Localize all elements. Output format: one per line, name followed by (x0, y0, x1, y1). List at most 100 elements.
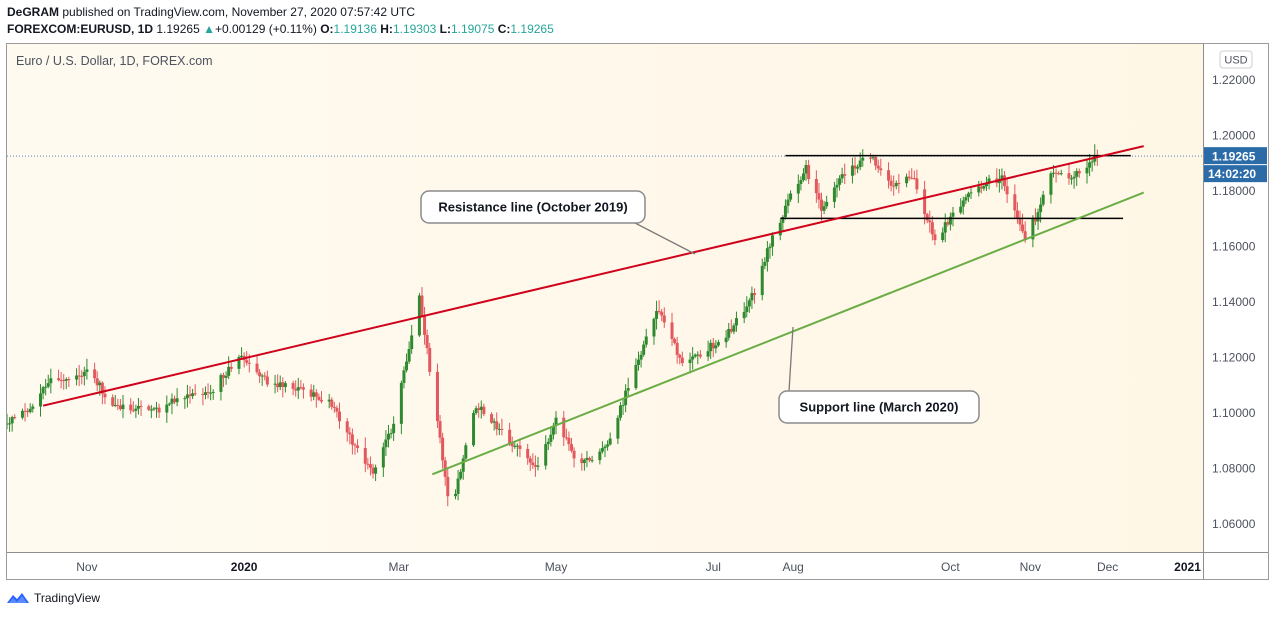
x-tick-label: Mar (388, 560, 409, 574)
candle-body (363, 447, 367, 464)
candle-body (402, 370, 406, 383)
candle-body (386, 433, 390, 440)
candle-body (278, 382, 282, 388)
candle-body (1077, 171, 1081, 174)
candle-body (405, 361, 409, 371)
candle-body (438, 421, 442, 438)
candle-body (495, 421, 499, 430)
candle-body (258, 372, 262, 377)
candle-body (858, 160, 862, 168)
candle-body (799, 180, 803, 184)
candle-body (616, 417, 620, 439)
candle-body (673, 338, 677, 343)
candle-body (1021, 224, 1025, 232)
candle-body (464, 445, 468, 459)
candle-body (951, 212, 955, 217)
candle-body (134, 408, 138, 411)
candle-body (1039, 204, 1043, 213)
candle-body (603, 446, 607, 449)
candle-body (691, 356, 695, 360)
candle-body (113, 404, 117, 406)
candle-body (876, 165, 880, 169)
price-chart[interactable]: Euro / U.S. Dollar, 1D, FOREX.com USD 1.22… (7, 44, 1268, 579)
candle-body (366, 463, 370, 465)
candle-body (188, 394, 192, 397)
candle-body (796, 183, 800, 194)
x-tick-label: Nov (76, 560, 97, 574)
candle-body (312, 392, 316, 397)
candle-body (696, 354, 700, 356)
candle-body (887, 170, 891, 181)
candle-body (600, 448, 604, 452)
candle-body (283, 383, 287, 388)
candle-body (910, 177, 914, 179)
candle-body (590, 460, 594, 462)
candle-body (637, 359, 641, 365)
candle-body (93, 369, 97, 379)
candle-body (62, 380, 66, 382)
candle-body (912, 178, 916, 180)
candle-body (482, 406, 486, 415)
candle-body (8, 423, 12, 425)
candle-body (446, 476, 450, 497)
candle-body (546, 441, 550, 445)
price-change: +0.00129 (+0.11%) (214, 22, 317, 36)
candle-body (680, 357, 684, 364)
candle-body (732, 325, 736, 332)
candle-body (765, 248, 769, 262)
publish-info: DeGRAM published on TradingView.com, Nov… (7, 5, 415, 19)
candle-body (1005, 186, 1009, 195)
candle-body (281, 382, 285, 388)
x-tick-label: 2020 (231, 560, 258, 574)
candle-body (75, 375, 79, 380)
candle-body (778, 222, 782, 236)
candle-body (44, 386, 48, 388)
candle-body (309, 389, 313, 397)
resistance-line (42, 145, 1144, 407)
candle-body (1033, 218, 1037, 222)
candle-body (585, 457, 589, 460)
candle-body (1031, 218, 1035, 240)
candle-body (510, 443, 514, 447)
candle-body (871, 157, 875, 159)
y-tick-label: 1.18000 (1212, 184, 1256, 198)
y-tick-label: 1.22000 (1212, 73, 1256, 87)
candle-body (1018, 218, 1022, 225)
candle-body (814, 179, 818, 194)
support-callout-pointer (788, 326, 794, 392)
candle-body (206, 392, 210, 394)
close-label: C: (497, 22, 511, 36)
low-label: L: (439, 22, 451, 36)
ohlc-legend: FOREXCOM:EURUSD, 1D 1.19265 ▲+0.00129 (+… (7, 22, 554, 36)
candle-body (621, 405, 625, 407)
support-callout-box (778, 390, 980, 424)
candle-body (7, 423, 9, 425)
chart-frame[interactable]: Euro / U.S. Dollar, 1D, FOREX.com USD 1.22… (6, 43, 1269, 580)
current-price-tag (1204, 147, 1267, 165)
candle-body (925, 214, 929, 221)
candle-body (536, 465, 540, 467)
resistance-callout-label: Resistance line (October 2019) (438, 200, 627, 215)
candle-body (822, 206, 826, 211)
x-tick-label: Jul (706, 560, 721, 574)
candle-body (31, 406, 35, 409)
candle-body (167, 403, 171, 405)
candle-body (1013, 194, 1017, 211)
candle-body (856, 167, 860, 169)
candle-body (1015, 210, 1019, 219)
candle-body (915, 178, 919, 190)
candle-body (670, 322, 674, 339)
candle-body (874, 157, 878, 166)
candle-body (219, 375, 223, 392)
candle-body (273, 383, 277, 385)
candle-body (634, 364, 638, 389)
candle-body (350, 434, 354, 445)
candle-body (528, 458, 532, 463)
candle-body (211, 391, 215, 393)
candle-body (1059, 173, 1063, 175)
candle-body (801, 173, 805, 181)
candle-body (660, 311, 664, 316)
last-price: 1.19265 (156, 22, 200, 36)
candle-body (407, 348, 411, 362)
candle-body (657, 310, 661, 312)
